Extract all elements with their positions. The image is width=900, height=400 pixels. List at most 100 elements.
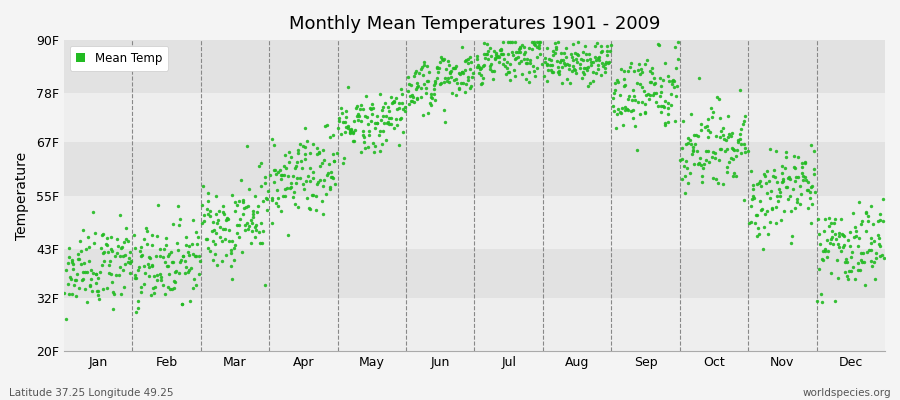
Point [405, 92, 419, 98]
Point [188, 282, 202, 288]
Point [344, 126, 358, 132]
Point [76, 260, 91, 266]
Point [103, 258, 117, 264]
Point [787, 164, 801, 170]
Point [770, 193, 785, 199]
Point [831, 241, 845, 247]
Point [832, 233, 846, 240]
Point [218, 226, 232, 232]
Point [176, 300, 190, 307]
Point [427, 82, 441, 88]
Point [625, 97, 639, 103]
Point [798, 177, 813, 183]
Point [298, 144, 312, 150]
Point [446, 65, 461, 72]
Point [151, 202, 166, 208]
Point [104, 246, 118, 252]
Point [705, 114, 719, 120]
Point [736, 121, 751, 127]
Point [367, 149, 382, 156]
Point [205, 257, 220, 264]
Point [71, 256, 86, 262]
Point [824, 234, 839, 240]
Legend: Mean Temp: Mean Temp [70, 46, 168, 71]
Point [760, 190, 774, 196]
Point [65, 259, 79, 265]
Point [608, 87, 622, 94]
Point [293, 158, 308, 164]
Point [482, 56, 496, 62]
Point [256, 228, 270, 234]
Point [296, 181, 310, 187]
Point [258, 282, 273, 288]
Point [131, 267, 146, 274]
Point [832, 244, 847, 250]
Point [658, 98, 672, 104]
Point [348, 105, 363, 111]
Point [336, 119, 350, 126]
Point [517, 44, 531, 50]
Point [742, 220, 756, 226]
Point [763, 146, 778, 153]
Point [265, 136, 279, 142]
Point [76, 276, 90, 282]
Point [441, 75, 455, 81]
Point [271, 203, 285, 210]
Point [591, 66, 606, 72]
Point [374, 117, 388, 123]
Point [171, 202, 185, 209]
Point [328, 158, 342, 164]
Point [422, 69, 436, 76]
Point [251, 203, 266, 209]
Point [738, 145, 752, 151]
Point [62, 253, 77, 260]
Point [73, 238, 87, 244]
Point [688, 141, 703, 148]
Point [661, 110, 675, 117]
Point [860, 249, 875, 256]
Point [289, 162, 303, 169]
Point [102, 262, 116, 268]
Point [493, 46, 508, 52]
Point [519, 60, 534, 66]
Point [540, 45, 554, 52]
Point [417, 58, 431, 65]
Point [184, 264, 198, 271]
Point [454, 69, 469, 75]
Point [323, 174, 338, 181]
Point [338, 114, 353, 121]
Point [82, 282, 96, 289]
Point [137, 262, 151, 269]
Point [788, 165, 803, 171]
Point [560, 76, 574, 82]
Point [849, 228, 863, 234]
Point [604, 41, 618, 48]
Point [599, 42, 614, 49]
Point [768, 174, 782, 180]
Point [340, 122, 355, 129]
Point [526, 68, 541, 74]
Point [224, 238, 238, 244]
Point [174, 256, 188, 263]
Point [801, 205, 815, 212]
Point [211, 220, 225, 226]
Point [127, 232, 141, 238]
Point [130, 305, 145, 312]
Point [590, 62, 605, 68]
Point [382, 114, 396, 121]
Point [343, 130, 357, 136]
Point [238, 204, 253, 210]
Point [839, 255, 853, 262]
Point [156, 254, 170, 260]
Point [765, 205, 779, 212]
Point [643, 92, 657, 98]
Point [215, 258, 230, 264]
Point [446, 65, 461, 72]
Point [704, 105, 718, 111]
Point [142, 273, 157, 279]
Point [571, 51, 585, 57]
Point [205, 238, 220, 244]
Point [358, 145, 373, 151]
Point [783, 176, 797, 182]
Point [191, 233, 205, 240]
